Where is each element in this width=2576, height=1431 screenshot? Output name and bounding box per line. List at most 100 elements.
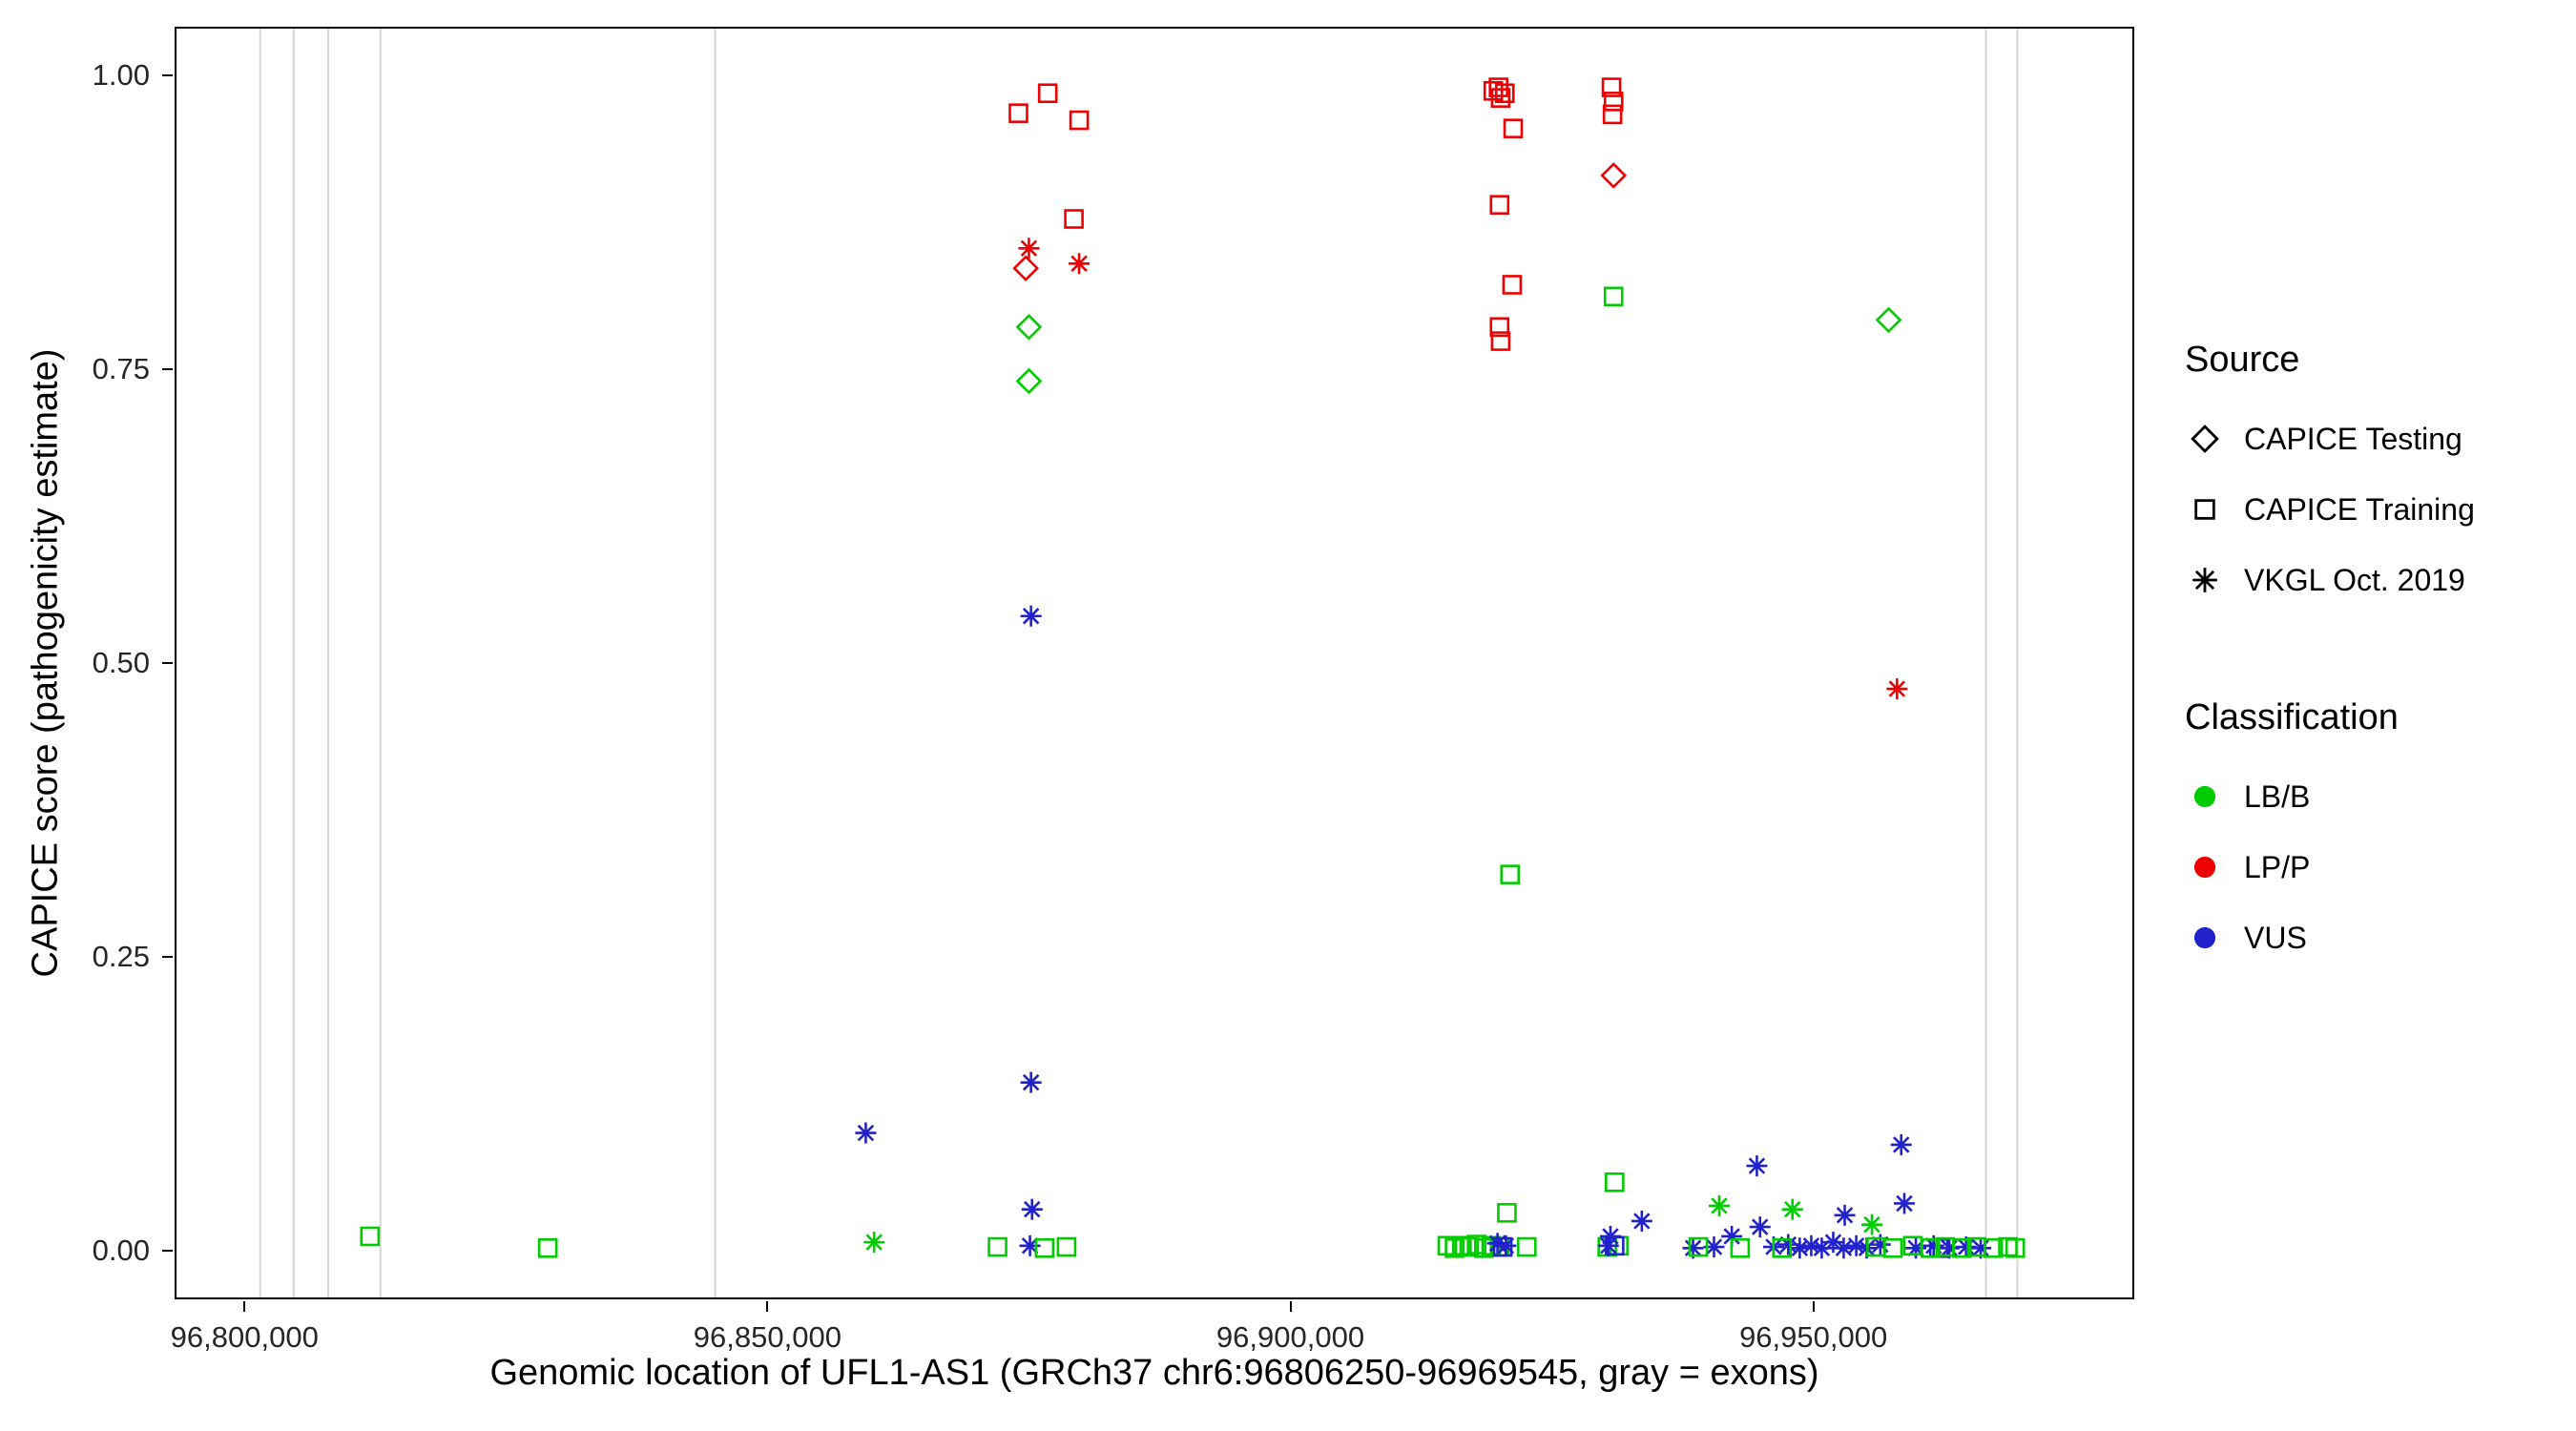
data-point xyxy=(1064,209,1084,229)
data-point xyxy=(1597,1234,1619,1256)
legend-item-capice-testing: CAPICE Testing xyxy=(2185,407,2475,470)
data-point xyxy=(1875,306,1902,334)
data-point xyxy=(1494,83,1515,104)
data-point xyxy=(1483,80,1504,101)
data-point xyxy=(360,1226,381,1247)
data-point xyxy=(1894,1192,1916,1214)
data-point xyxy=(1605,1172,1625,1192)
x-tick-mark xyxy=(243,1301,246,1312)
legend-item-vkgl: VKGL Oct. 2019 xyxy=(2185,549,2475,612)
y-tick-label: 0.25 xyxy=(92,939,150,973)
data-point xyxy=(1886,678,1908,700)
y-tick-mark xyxy=(162,368,173,371)
data-point xyxy=(1730,1237,1751,1258)
plot-panel xyxy=(175,27,2134,1299)
x-tick-mark xyxy=(766,1301,769,1312)
data-point xyxy=(1708,1194,1730,1216)
data-point xyxy=(1952,1237,1972,1258)
data-point xyxy=(1890,1133,1912,1155)
data-point xyxy=(1015,313,1043,341)
y-tick-label: 0.00 xyxy=(92,1233,150,1267)
y-tick-label: 1.00 xyxy=(92,58,150,93)
data-point xyxy=(1008,103,1028,123)
data-point xyxy=(1444,1237,1465,1258)
data-point xyxy=(1069,110,1090,131)
data-point xyxy=(1069,253,1091,275)
data-point xyxy=(987,1236,1008,1257)
legend: Source CAPICE Testing CAPICE Training xyxy=(2185,340,2475,977)
data-point xyxy=(1020,605,1042,627)
data-point xyxy=(1012,255,1039,282)
data-point xyxy=(1437,1235,1458,1256)
data-point xyxy=(1492,1236,1513,1257)
data-point xyxy=(1921,1237,1941,1258)
data-point xyxy=(1861,1213,1883,1235)
data-point xyxy=(1018,238,1040,259)
data-point xyxy=(863,1232,885,1254)
y-tick-mark xyxy=(162,662,173,664)
y-tick-label: 0.50 xyxy=(92,646,150,679)
data-point xyxy=(1603,92,1624,112)
legend-item-label: LP/P xyxy=(2244,849,2311,884)
y-tick-label: 0.75 xyxy=(92,352,150,386)
x-tick-label: 96,800,000 xyxy=(170,1320,319,1354)
data-point xyxy=(1500,864,1521,884)
data-point xyxy=(1056,1236,1077,1257)
data-point xyxy=(1034,1237,1055,1258)
data-point xyxy=(1489,317,1510,338)
data-point xyxy=(1631,1210,1652,1232)
data-point xyxy=(1490,88,1511,108)
data-point xyxy=(1459,1236,1480,1257)
diamond-icon xyxy=(2191,425,2219,453)
data-point xyxy=(1488,77,1508,97)
legend-item-label: LB/B xyxy=(2244,778,2311,814)
data-point xyxy=(1497,1203,1517,1223)
legend-item-label: CAPICE Training xyxy=(2244,491,2475,527)
red-dot-icon xyxy=(2193,856,2216,879)
data-point xyxy=(1516,1236,1537,1257)
blue-dot-icon xyxy=(2193,926,2216,949)
data-point xyxy=(1781,1198,1803,1220)
x-tick-label: 96,850,000 xyxy=(693,1320,841,1354)
legend-item-capice-training: CAPICE Training xyxy=(2185,478,2475,541)
data-point xyxy=(1746,1155,1768,1177)
data-point xyxy=(1882,1237,1903,1258)
data-point xyxy=(1602,104,1623,125)
data-point xyxy=(1466,1234,1486,1255)
legend-item-label: VKGL Oct. 2019 xyxy=(2244,562,2465,597)
data-point xyxy=(1772,1237,1793,1258)
data-point xyxy=(1749,1216,1771,1238)
data-point xyxy=(537,1237,558,1258)
data-point xyxy=(1489,195,1510,216)
y-tick-mark xyxy=(162,955,173,958)
data-point xyxy=(855,1122,877,1144)
data-point xyxy=(1021,1198,1043,1220)
data-point xyxy=(1037,83,1058,104)
data-point xyxy=(1020,1071,1042,1093)
x-tick-mark xyxy=(1812,1301,1815,1312)
square-icon xyxy=(2194,499,2215,520)
data-point xyxy=(1503,118,1524,138)
x-tick-mark xyxy=(1289,1301,1292,1312)
data-point xyxy=(1490,331,1511,351)
plot-svg xyxy=(259,29,2025,1297)
y-tick-mark xyxy=(162,1249,173,1252)
data-point xyxy=(1834,1204,1856,1226)
data-point xyxy=(1833,1237,1855,1259)
legend-classification-title: Classification xyxy=(2185,697,2399,737)
legend-item-vus: VUS xyxy=(2185,906,2475,969)
x-tick-label: 96,950,000 xyxy=(1739,1320,1888,1354)
legend-item-lpp: LP/P xyxy=(2185,836,2475,899)
data-point xyxy=(1605,1235,1625,1256)
green-dot-icon xyxy=(2193,785,2216,808)
legend-item-label: VUS xyxy=(2244,920,2307,955)
data-point xyxy=(1603,286,1624,307)
x-axis-title: Genomic location of UFL1-AS1 (GRCh37 chr… xyxy=(489,1353,1819,1393)
data-point xyxy=(1688,1236,1709,1257)
data-point xyxy=(1600,162,1628,189)
legend-item-label: CAPICE Testing xyxy=(2244,421,2462,456)
legend-item-lbb: LB/B xyxy=(2185,765,2475,828)
data-point xyxy=(2005,1237,2025,1258)
x-tick-label: 96,900,000 xyxy=(1215,1320,1365,1354)
